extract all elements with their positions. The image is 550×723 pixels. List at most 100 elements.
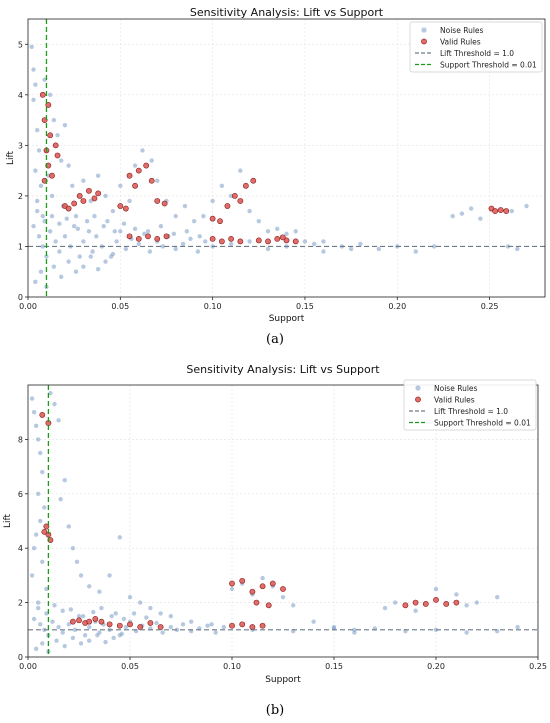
noise-point [55, 133, 60, 138]
noise-point [74, 559, 80, 564]
noise-point [92, 213, 97, 219]
valid-point [292, 238, 299, 245]
valid-point [157, 624, 164, 630]
noise-point [293, 229, 298, 234]
valid-point [127, 621, 133, 628]
noise-point [148, 605, 153, 611]
noise-point [464, 603, 469, 608]
noise-point [95, 173, 101, 178]
noise-point [71, 224, 77, 229]
valid-point [229, 580, 235, 587]
noise-point [59, 158, 64, 163]
noise-point [142, 231, 147, 237]
noise-point [60, 608, 65, 613]
noise-points [29, 390, 520, 654]
valid-point [237, 238, 244, 245]
y-tick-label: 5 [18, 40, 23, 49]
valid-point [250, 177, 257, 184]
noise-point [35, 128, 40, 133]
noise-point [302, 239, 308, 244]
noise-point [107, 573, 112, 578]
noise-point [155, 178, 160, 183]
noise-point [33, 82, 38, 87]
valid-point [239, 577, 246, 584]
noise-point [51, 264, 57, 269]
noise-point [413, 249, 418, 254]
valid-point [41, 528, 48, 535]
valid-point [412, 599, 419, 606]
valid-point [117, 203, 124, 209]
valid-point [39, 412, 46, 418]
valid-point [137, 624, 144, 630]
valid-point [65, 205, 72, 212]
noise-point [140, 148, 145, 153]
valid-point [43, 523, 50, 530]
noise-point [29, 573, 35, 578]
valid-point [492, 208, 499, 214]
noise-point [110, 208, 116, 214]
noise-point [35, 198, 40, 204]
noise-point [515, 624, 520, 630]
valid-point [228, 235, 235, 242]
noise-point [99, 605, 104, 611]
y-tick-label: 4 [18, 91, 23, 100]
valid-point [135, 235, 142, 242]
valid-point [92, 616, 99, 622]
valid-point [255, 237, 262, 244]
noise-point [348, 246, 354, 252]
x-axis-label: Support [265, 675, 301, 685]
noise-point [311, 619, 316, 624]
noise-point [70, 546, 76, 551]
y-tick-label: 4 [18, 544, 23, 553]
legend-label: Lift Threshold = 1.0 [440, 49, 514, 58]
noise-point [132, 226, 138, 231]
valid-point [116, 622, 123, 629]
noise-point [38, 450, 43, 456]
valid-point [265, 602, 272, 609]
noise-point [78, 573, 84, 578]
noise-point [38, 518, 43, 524]
noise-point [138, 600, 143, 605]
y-axis-label: Lift [6, 151, 16, 166]
valid-point [161, 200, 168, 207]
noise-point [173, 246, 178, 252]
valid-points [39, 412, 460, 630]
valid-point [148, 177, 155, 184]
axes-frame [27, 18, 546, 298]
noise-point [70, 635, 76, 641]
noise-point [221, 624, 227, 630]
noise-point [158, 224, 164, 229]
valid-point [71, 200, 78, 207]
noise-point [219, 183, 225, 188]
noise-point [31, 410, 37, 415]
noise-point [195, 249, 201, 254]
noise-point [62, 478, 67, 483]
noise-point [376, 246, 382, 252]
noise-point [171, 231, 177, 237]
noise-point [210, 198, 215, 204]
noise-point [265, 229, 271, 234]
valid-point [126, 172, 133, 179]
noise-point [311, 241, 317, 247]
noise-point [260, 575, 265, 581]
noise-point [247, 208, 252, 214]
noise-point [321, 249, 326, 254]
noise-point [87, 638, 92, 643]
noise-point [117, 535, 123, 540]
noise-point [103, 259, 108, 264]
valid-point [283, 237, 290, 244]
noise-point [147, 249, 153, 254]
x-tick-label: 0.00 [19, 662, 37, 671]
legend-label: Support Threshold = 0.01 [440, 61, 537, 70]
noise-point [149, 158, 154, 163]
noise-point [136, 241, 141, 247]
noise-point [59, 274, 64, 279]
noise-point [35, 208, 40, 214]
x-tick-label: 0.00 [19, 302, 37, 311]
noise-point [81, 239, 86, 244]
noise-point [145, 229, 151, 234]
noise-point [180, 622, 186, 627]
noise-point [60, 630, 65, 635]
x-tick-label: 0.20 [427, 662, 445, 671]
noise-point [95, 633, 100, 638]
